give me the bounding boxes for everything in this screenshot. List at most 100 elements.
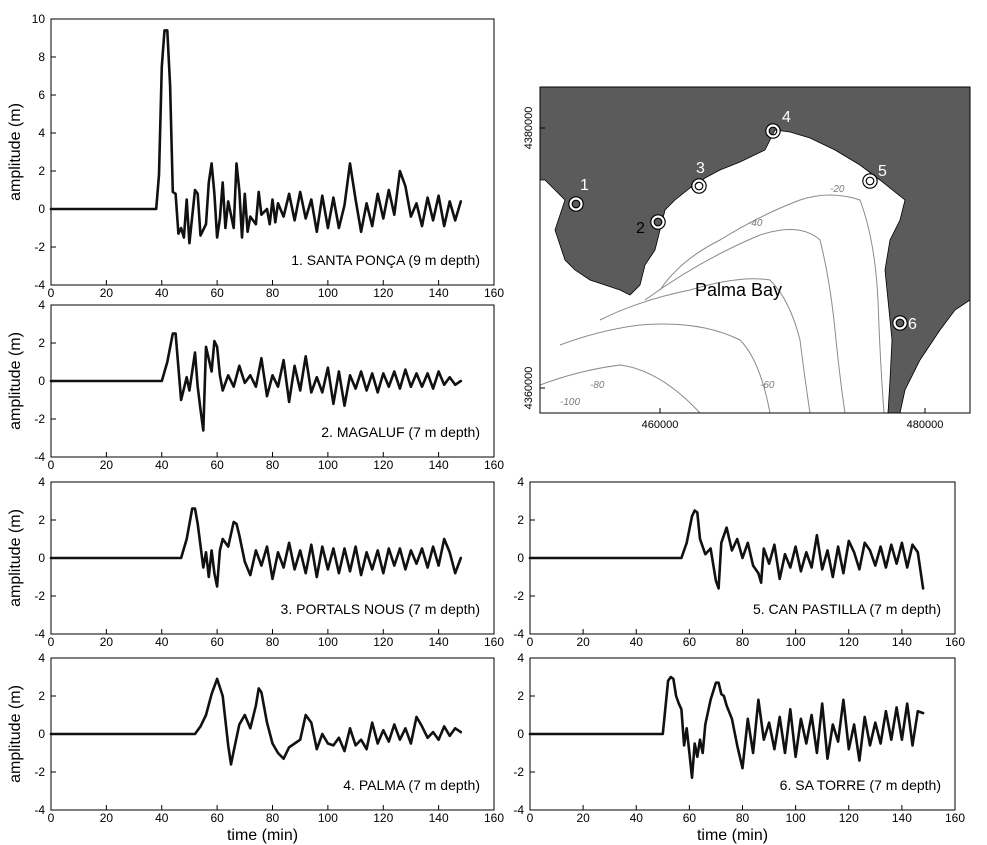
data-point [321, 195, 323, 197]
y-tick-label: -4 [34, 803, 45, 817]
data-point [415, 716, 418, 718]
data-point [454, 727, 456, 729]
data-point [710, 699, 712, 701]
data-point [235, 523, 238, 525]
data-point [186, 376, 188, 378]
data-point [869, 549, 871, 552]
data-point [288, 401, 290, 403]
data-point [205, 551, 207, 553]
map-x-tick-label: 460000 [642, 419, 679, 431]
data-point [249, 727, 251, 729]
data-point [449, 200, 451, 202]
x-tick-label: 60 [210, 458, 224, 472]
data-point [244, 382, 246, 384]
data-point [717, 682, 720, 684]
data-point [177, 233, 179, 235]
data-point [460, 380, 462, 382]
data-point [911, 744, 914, 747]
data-point [678, 703, 680, 705]
data-point [222, 389, 224, 392]
data-point [837, 741, 839, 743]
y-tick-label: -2 [513, 589, 524, 603]
x-tick-label: 80 [266, 811, 280, 825]
data-point [842, 699, 845, 701]
y-tick-label: 2 [38, 689, 45, 703]
x-tick-label: 20 [100, 286, 114, 300]
data-point [377, 549, 379, 552]
data-point [670, 676, 672, 678]
data-point [901, 739, 903, 741]
data-point [161, 65, 163, 68]
x-tick-label: 0 [527, 635, 534, 649]
data-point [244, 561, 246, 563]
x-tick-label: 0 [48, 458, 55, 472]
data-point [460, 731, 462, 733]
data-point [393, 214, 395, 216]
data-point [810, 714, 813, 716]
data-point [50, 733, 52, 735]
data-point [282, 216, 285, 218]
data-point [208, 576, 210, 578]
y-tick-label: -4 [34, 450, 45, 464]
data-point [222, 695, 224, 697]
data-point [233, 521, 235, 523]
x-tick-label: 160 [484, 635, 504, 649]
x-tick-label: 60 [683, 811, 697, 825]
data-point [299, 389, 301, 392]
data-point [821, 568, 823, 571]
data-point [438, 195, 440, 197]
y-tick-label: 0 [517, 551, 524, 565]
x-tick-label: 60 [210, 286, 224, 300]
data-point [299, 191, 301, 193]
data-point [377, 742, 379, 745]
data-point [731, 718, 733, 720]
data-point [266, 722, 268, 724]
x-tick-label: 60 [210, 635, 224, 649]
data-point [741, 767, 744, 769]
data-point [399, 547, 401, 550]
data-point [360, 574, 362, 576]
data-point [710, 547, 712, 550]
data-point [260, 214, 263, 216]
chart-panel-2: 0 20 40 60 80 100 120 140 160 -4 -2 0 2 4 2. MAGALUF (… [7, 298, 504, 472]
y-tick-label: 6 [38, 88, 45, 102]
data-point [366, 389, 368, 392]
data-point [454, 572, 456, 574]
x-tick-label: 80 [266, 635, 280, 649]
data-point [282, 566, 285, 569]
data-point [906, 703, 908, 705]
data-point [789, 566, 791, 569]
data-point [449, 376, 451, 378]
data-point [747, 718, 749, 720]
x-tick-label: 100 [318, 811, 338, 825]
data-point [858, 568, 860, 571]
data-point [421, 386, 423, 388]
data-point [186, 198, 188, 201]
x-tick-label: 80 [266, 458, 280, 472]
series-line [49, 332, 463, 432]
station-number: 3 [696, 160, 705, 177]
data-point [789, 708, 791, 710]
data-point [354, 198, 357, 201]
data-point [720, 693, 722, 695]
data-point [208, 181, 210, 183]
data-point [763, 547, 765, 550]
data-point [371, 722, 373, 724]
data-point [216, 346, 218, 348]
data-point [800, 570, 802, 572]
data-point [388, 386, 390, 388]
data-point [760, 582, 762, 584]
x-tick-label: 60 [210, 811, 224, 825]
data-point [393, 723, 395, 726]
y-tick-label: -4 [513, 627, 524, 641]
data-point [377, 193, 379, 195]
data-point [277, 551, 279, 553]
data-point [366, 551, 368, 553]
data-point [686, 727, 688, 729]
x-tick-label: 40 [630, 635, 644, 649]
data-point [438, 370, 440, 373]
data-point [258, 687, 260, 690]
data-point [246, 231, 249, 233]
data-point [332, 547, 335, 550]
x-axis-title: time (min) [227, 827, 298, 844]
